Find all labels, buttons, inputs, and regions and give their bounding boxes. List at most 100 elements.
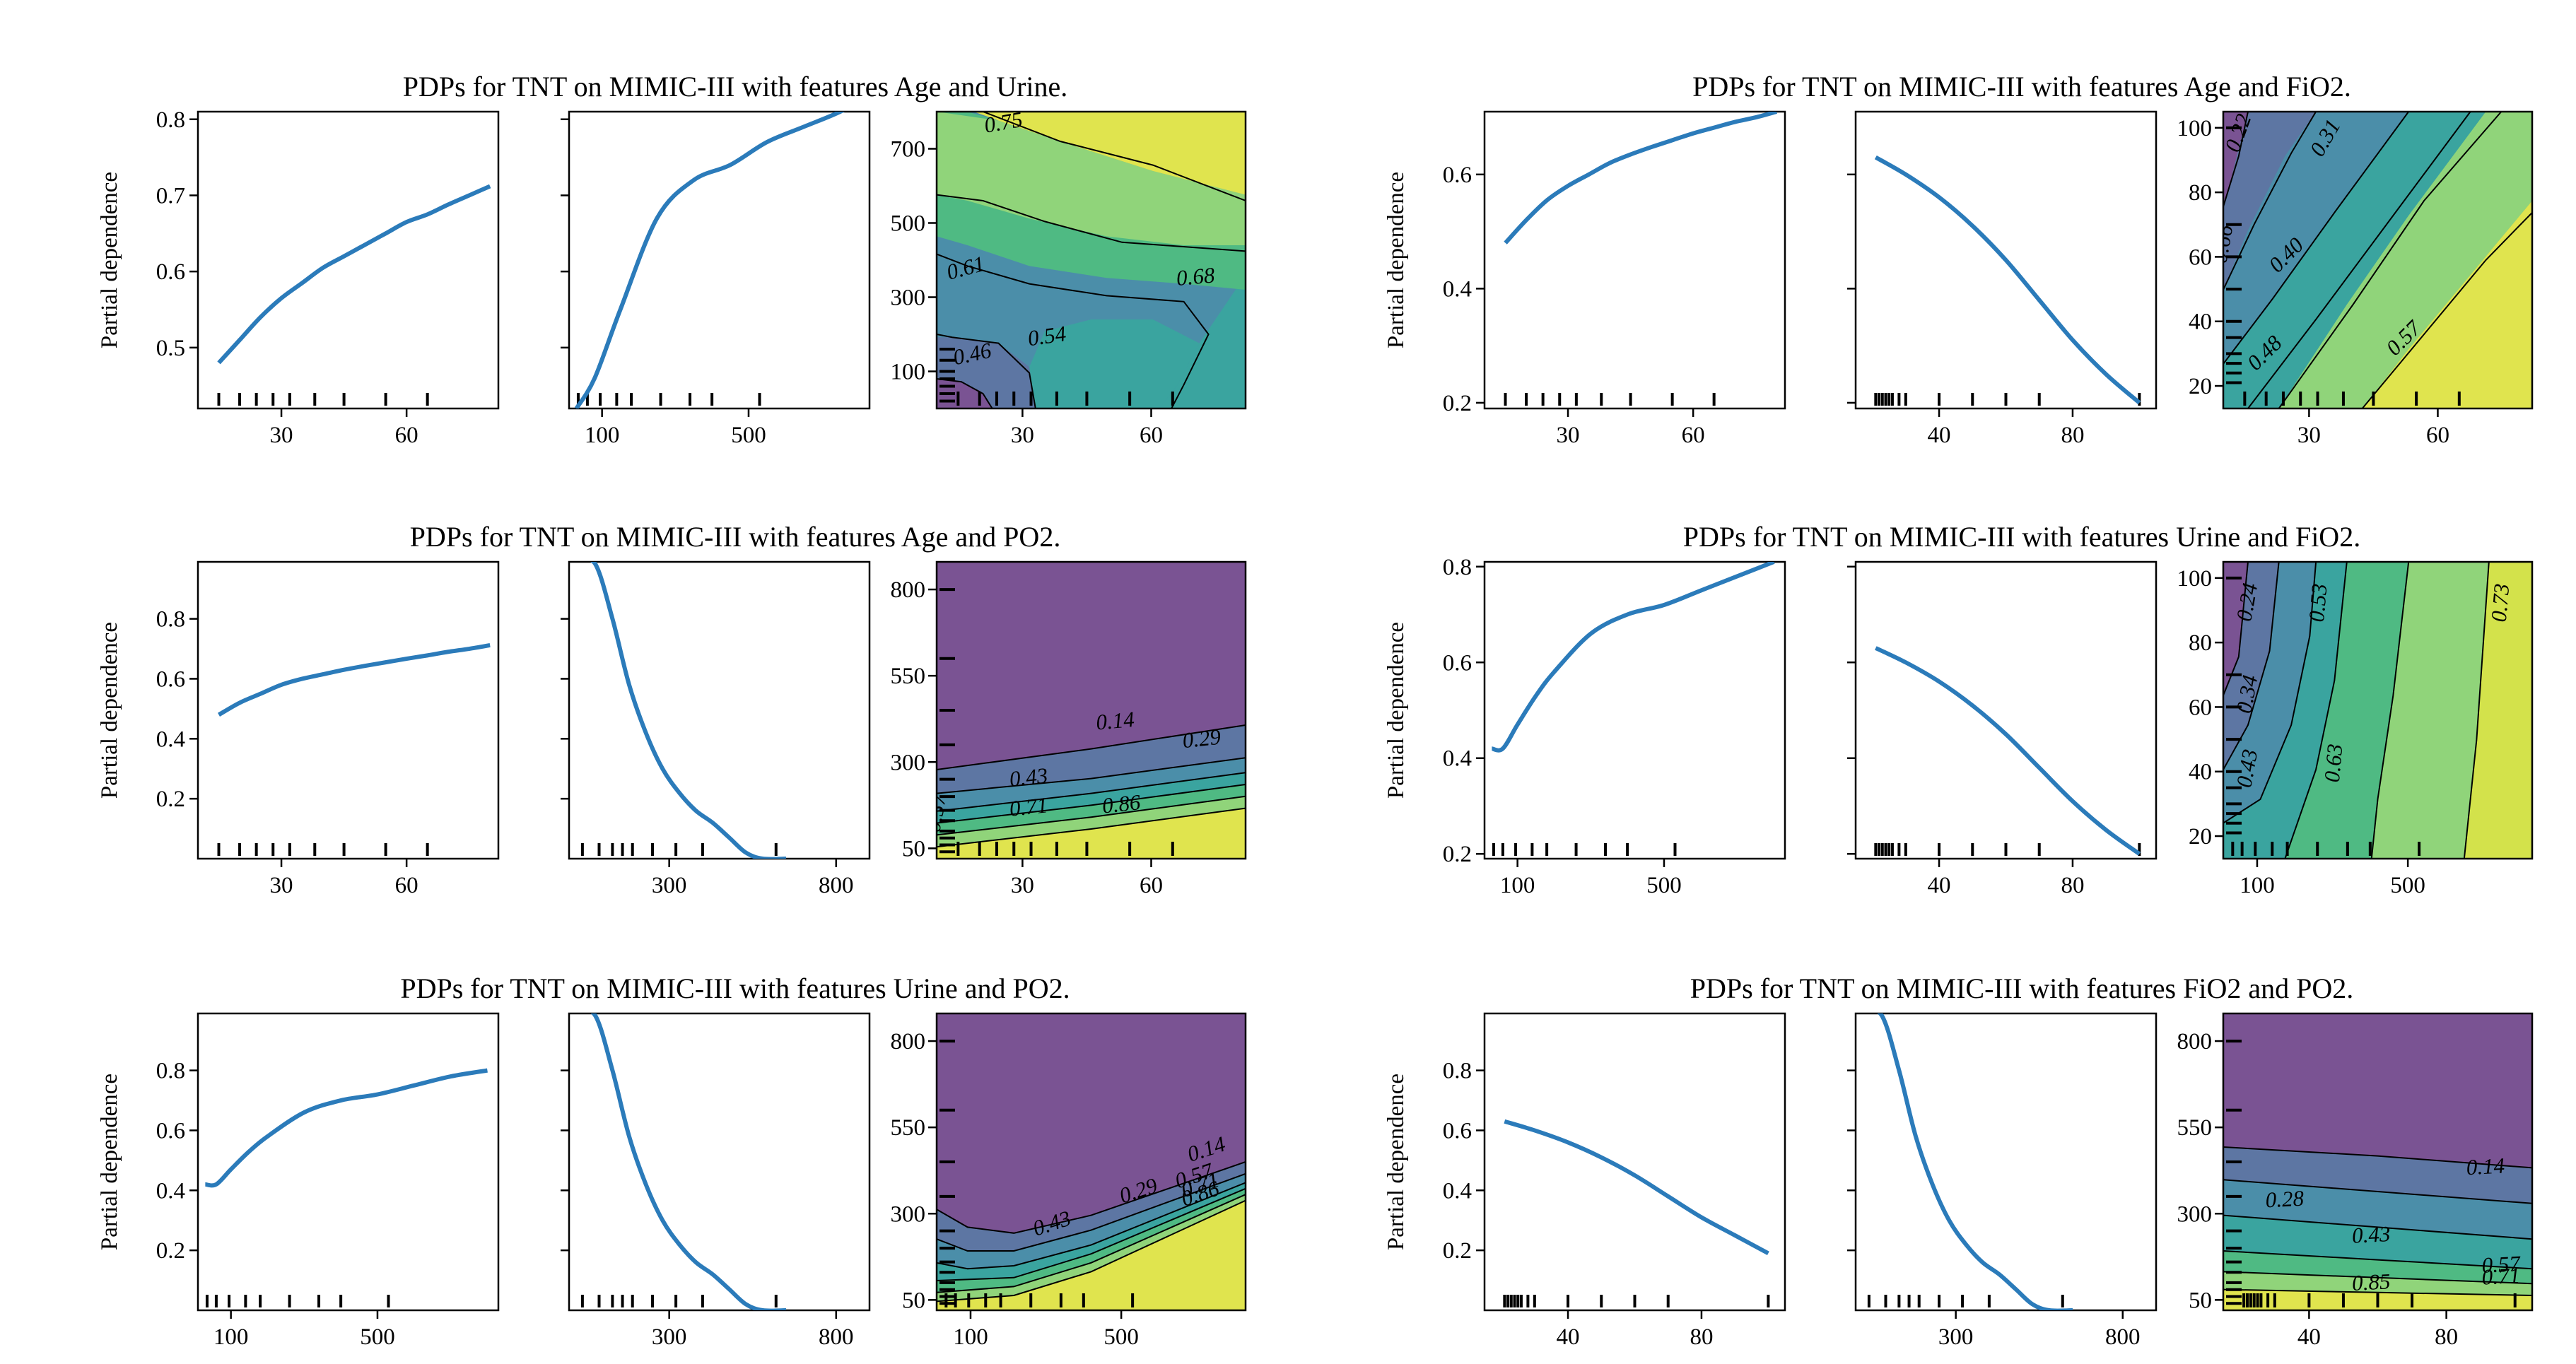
contour-band <box>937 1188 1246 1293</box>
pdp-pdp2-axes <box>568 110 871 410</box>
x-tick-label: 500 <box>360 1324 395 1350</box>
contour-fill: 0.22 0.310.400.48 0.570.66 <box>2223 112 2532 408</box>
x-tick-label: 80 <box>1690 1324 1713 1350</box>
contour-label: 0.71 <box>1008 792 1049 821</box>
pdp-pdp1-axes <box>1483 110 1786 410</box>
y-tick-label: 0.7 <box>156 183 185 208</box>
contour-label: 0.54 <box>1026 321 1068 351</box>
contour-band <box>937 1162 1246 1251</box>
contour-band <box>937 1200 1246 1310</box>
contour-band <box>2371 562 2489 859</box>
pdp-pdp2-curve <box>590 562 786 859</box>
y-tick-label: 100 <box>891 360 926 385</box>
contour-label: 0.43 <box>2351 1221 2391 1248</box>
contour-band <box>2223 1180 2532 1240</box>
pdp-pdp1-axes <box>197 560 500 860</box>
x-tick-label: 300 <box>652 873 687 898</box>
pdp-pdp2-panel: 300 800 <box>561 560 871 898</box>
contour-band <box>1159 275 1246 408</box>
contour-line <box>937 1182 1246 1270</box>
pdp-pdp1-axes <box>197 110 500 410</box>
pdp-pdp2-axes <box>568 560 871 860</box>
x-tick-label: 40 <box>1557 1324 1580 1350</box>
y-tick-label: 0.8 <box>156 607 185 633</box>
x-tick-label: 100 <box>2240 873 2275 898</box>
chart-title: PDPs for TNT on MIMIC-III with features … <box>1683 521 2360 553</box>
contour-fill: 0.240.340.430.530.630.73 <box>2223 562 2532 859</box>
x-tick-label: 30 <box>1011 873 1034 898</box>
y-tick-label: 0.2 <box>1443 1238 1472 1264</box>
contour-line <box>937 757 1246 794</box>
pdp-pdp2-curve <box>574 112 845 408</box>
contour-axes <box>935 560 1247 860</box>
contour-line <box>937 1187 1246 1281</box>
x-tick-label: 60 <box>1140 873 1163 898</box>
pdp-pdp2-axes <box>568 1012 871 1312</box>
contour-band <box>937 784 1246 835</box>
contour-band <box>2223 1251 2532 1284</box>
contour-line <box>2223 1271 2532 1285</box>
y-axis-label: Partial dependence <box>1383 622 1409 799</box>
pdp-pdp1-axes <box>197 1012 500 1312</box>
pdp-pdp2-curve <box>590 1013 786 1310</box>
y-tick-label: 550 <box>891 1115 926 1141</box>
chart-title: PDPs for TNT on MIMIC-III with features … <box>410 521 1061 553</box>
x-tick-label: 80 <box>2061 873 2084 898</box>
y-tick-label: 60 <box>2189 695 2212 720</box>
pdp-pdp1-curve <box>205 1068 488 1188</box>
chart-title: PDPs for TNT on MIMIC-III with features … <box>403 71 1068 102</box>
y-tick-label: 0.2 <box>1443 842 1472 867</box>
y-tick-label: 0.8 <box>1443 555 1472 580</box>
y-axis-label: Partial dependence <box>97 1074 122 1250</box>
pdp-pdp1-panel: 0.2 0.4 0.6 0.8 100 500 <box>1443 555 1786 898</box>
chart-title: PDPs for TNT on MIMIC-III with features … <box>1692 71 2351 102</box>
pdp-group-1: PDPs for TNT on MIMIC-III with features … <box>97 71 1247 448</box>
contour-label: 0.28 <box>2265 1186 2305 1213</box>
y-tick-label: 300 <box>891 286 926 311</box>
contour-line <box>2223 1179 2532 1204</box>
x-tick-label: 800 <box>2105 1324 2141 1350</box>
x-tick-label: 80 <box>2061 423 2084 448</box>
pdp-pdp1-curve <box>1491 562 1775 753</box>
pdp-pdp2-axes <box>1854 1012 2158 1312</box>
y-tick-label: 800 <box>891 1029 926 1054</box>
y-tick-label: 80 <box>2189 180 2212 206</box>
y-tick-label: 300 <box>891 750 926 775</box>
y-tick-label: 100 <box>2177 116 2213 141</box>
contour-panel: 0.14 0.28 0.43 0.570.71 0.85 50 300 550 800 40 80 <box>2177 1012 2534 1350</box>
pdp-pdp1-curve <box>217 184 491 365</box>
y-tick-label: 300 <box>891 1201 926 1227</box>
contour-label: 0.14 <box>1095 707 1135 735</box>
y-axis-label: Partial dependence <box>1383 1074 1409 1250</box>
contour-label: 0.71 <box>2481 1263 2521 1290</box>
y-tick-label: 800 <box>891 577 926 603</box>
chart-title: PDPs for TNT on MIMIC-III with features … <box>1690 972 2353 1004</box>
pdp-pdp1-curve <box>1504 112 1777 245</box>
y-tick-label: 0.8 <box>156 1059 185 1084</box>
contour-label: 0.73 <box>2486 582 2514 623</box>
contour-axes <box>2222 110 2534 410</box>
contour-line <box>937 724 1246 770</box>
x-tick-label: 100 <box>585 423 620 448</box>
contour-line <box>2463 562 2490 859</box>
y-tick-label: 0.2 <box>156 787 185 812</box>
y-tick-label: 0.6 <box>1443 163 1472 188</box>
x-tick-label: 300 <box>1938 1324 1974 1350</box>
y-tick-label: 0.6 <box>156 666 185 692</box>
y-tick-label: 0.6 <box>156 1118 185 1143</box>
pdp-pdp1-panel: 0.2 0.4 0.6 0.8 30 60 <box>156 560 500 898</box>
x-tick-label: 60 <box>395 423 418 448</box>
contour-label: 0.53 <box>2304 582 2332 623</box>
contour-line <box>983 112 1246 201</box>
contour-fill: 0.460.540.61 0.680.75 <box>937 112 1246 408</box>
pdp-pdp1-panel: 0.2 0.4 0.6 30 60 <box>1443 110 1786 448</box>
x-tick-label: 40 <box>2297 1324 2321 1350</box>
contour-line <box>937 807 1246 848</box>
y-tick-label: 0.4 <box>1443 276 1472 302</box>
pdp-pdp2-axes <box>1854 110 2158 410</box>
contour-line <box>2223 1146 2532 1169</box>
y-tick-label: 20 <box>2189 374 2212 399</box>
